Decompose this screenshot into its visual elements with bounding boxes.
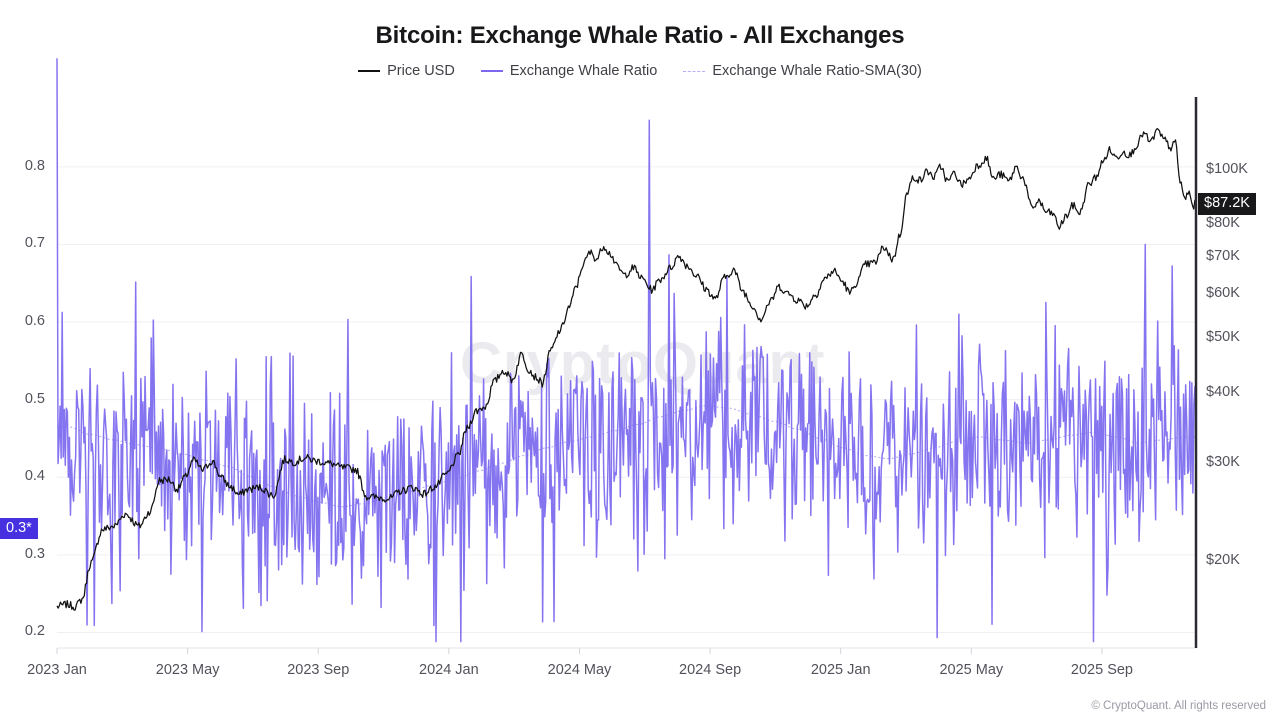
y-axis-left-tick: 0.5 <box>24 390 45 407</box>
x-axis-tick: 2023 May <box>155 662 220 678</box>
legend-marker-whale-ratio-icon <box>480 70 503 72</box>
y-axis-left-tick: 0.6 <box>24 313 45 330</box>
x-axis-tick: 2023 Jan <box>27 662 87 678</box>
y-axis-right-tick: $60K <box>1206 285 1240 302</box>
current-price-badge: $87.2K <box>1198 193 1256 215</box>
y-axis-right-tick: $20K <box>1206 552 1240 569</box>
legend-label-price-usd: Price USD <box>387 63 455 79</box>
legend-item-price-usd[interactable]: Price USD <box>358 63 455 79</box>
x-axis-tick: 2025 Jan <box>810 662 871 678</box>
x-axis-tick: 2024 May <box>547 662 612 678</box>
chart-legend: Price USD Exchange Whale Ratio Exchange … <box>0 63 1280 79</box>
x-axis-tick: 2024 Jan <box>419 662 479 678</box>
y-axis-right-tick: $40K <box>1206 383 1240 400</box>
y-axis-left-tick: 0.2 <box>24 623 45 640</box>
y-axis-right-tick: $100K <box>1206 160 1248 177</box>
y-axis-left-tick: 0.8 <box>24 157 45 174</box>
legend-item-exchange-whale-ratio[interactable]: Exchange Whale Ratio <box>480 63 658 79</box>
legend-label-exchange-whale-ratio: Exchange Whale Ratio <box>509 63 658 79</box>
x-axis-tick: 2024 Sep <box>679 662 742 678</box>
x-axis-tick: 2025 Sep <box>1070 662 1133 678</box>
y-axis-right-tick: $50K <box>1206 329 1240 346</box>
legend-marker-sma-icon <box>683 70 706 72</box>
y-axis-right-tick: $70K <box>1206 247 1240 264</box>
legend-item-exchange-whale-ratio-sma[interactable]: Exchange Whale Ratio-SMA(30) <box>683 63 922 79</box>
copyright-footer: © CryptoQuant. All rights reserved <box>1091 700 1266 712</box>
x-axis-tick: 2023 Sep <box>287 662 350 678</box>
y-axis-right-tick: $80K <box>1206 215 1240 232</box>
chart-title: Bitcoin: Exchange Whale Ratio - All Exch… <box>375 22 905 49</box>
y-axis-left-tick: 0.7 <box>24 235 45 252</box>
legend-label-exchange-whale-ratio-sma: Exchange Whale Ratio-SMA(30) <box>712 63 922 79</box>
y-axis-right-tick: $30K <box>1206 453 1240 470</box>
x-axis-tick: 2025 May <box>939 662 1004 678</box>
legend-marker-price-icon <box>358 70 381 72</box>
y-axis-left-tick: 0.4 <box>24 468 45 485</box>
y-axis-left-tick: 0.3 <box>24 545 45 562</box>
current-whale-ratio-badge: 0.3* <box>0 517 38 540</box>
